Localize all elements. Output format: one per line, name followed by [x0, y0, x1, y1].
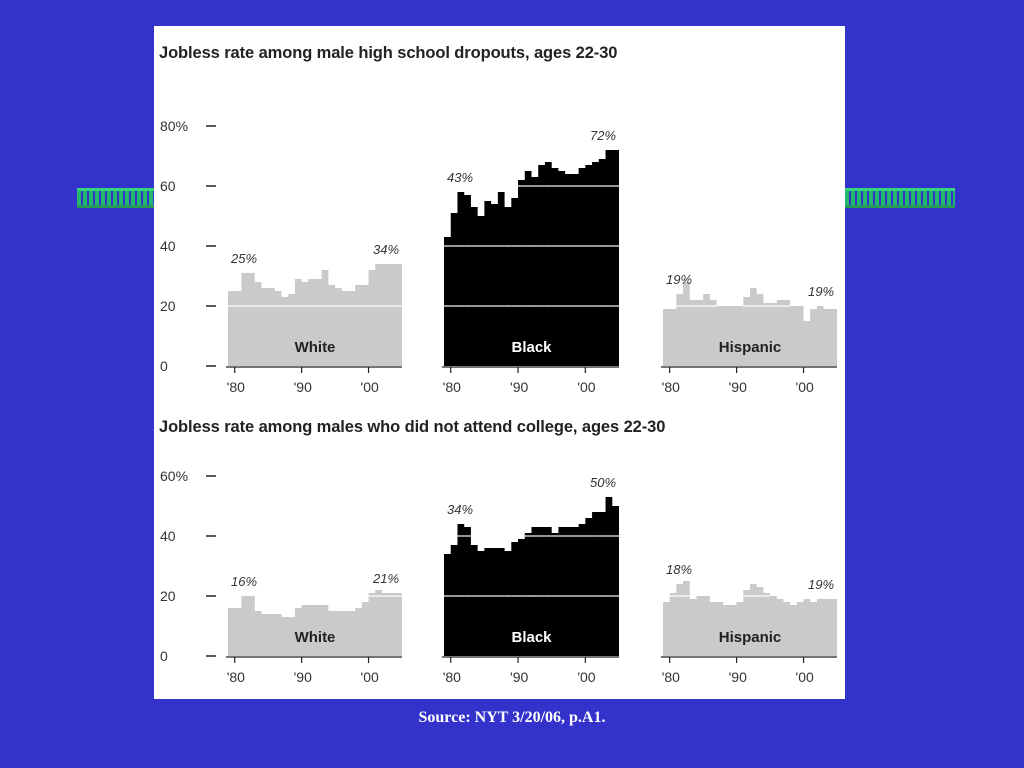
y-tick-label: 80%: [160, 118, 188, 134]
x-tick-label: '90: [729, 669, 747, 685]
y-tick-label: 60%: [160, 468, 188, 484]
annotation-last-value: 19%: [808, 284, 834, 299]
annotation-first-value: 18%: [666, 562, 692, 577]
y-tick-label: 0: [160, 648, 168, 664]
y-tick-label: 20: [160, 298, 176, 314]
x-tick-label: '80: [443, 379, 461, 395]
x-tick-label: '80: [227, 379, 245, 395]
annotation-first-value: 34%: [447, 502, 473, 517]
series-label-hispanic: Hispanic: [719, 629, 782, 646]
x-tick-label: '80: [227, 669, 245, 685]
area-black: [444, 497, 619, 656]
x-tick-label: '90: [510, 379, 528, 395]
x-tick-label: '00: [796, 669, 814, 685]
annotation-first-value: 43%: [447, 170, 473, 185]
area-white: [228, 590, 402, 656]
y-tick-label: 40: [160, 528, 176, 544]
x-tick-label: '00: [361, 669, 379, 685]
series-label-white: White: [295, 629, 336, 646]
chart-title-bottom: Jobless rate among males who did not att…: [159, 418, 666, 436]
area-hispanic: [663, 282, 837, 366]
x-tick-label: '80: [662, 669, 680, 685]
annotation-first-value: 16%: [231, 574, 257, 589]
decorative-stripe-right: [845, 188, 955, 208]
chart-top: 80% 60 40 20 0 '80 '90 '00 White 25% 34% '80 '90 '00 B…: [160, 118, 837, 395]
annotation-last-value: 72%: [590, 128, 616, 143]
x-tick-label: '90: [294, 379, 312, 395]
area-black: [444, 150, 619, 366]
area-white: [228, 264, 402, 366]
annotation-first-value: 25%: [230, 251, 257, 266]
chart-title-top: Jobless rate among male high school drop…: [159, 44, 618, 62]
annotation-first-value: 19%: [666, 272, 692, 287]
series-label-hispanic: Hispanic: [719, 339, 782, 356]
y-tick-label: 0: [160, 358, 168, 374]
area-hispanic: [663, 581, 837, 656]
annotation-last-value: 50%: [590, 475, 616, 490]
y-tick-label: 60: [160, 178, 176, 194]
annotation-last-value: 34%: [373, 242, 399, 257]
y-tick-label: 40: [160, 238, 176, 254]
decorative-stripe-left: [77, 188, 154, 208]
x-tick-label: '00: [577, 669, 595, 685]
source-caption: Source: NYT 3/20/06, p.A1.: [418, 709, 606, 726]
x-tick-label: '00: [361, 379, 379, 395]
series-label-black: Black: [511, 629, 552, 646]
x-tick-label: '00: [577, 379, 595, 395]
chart-bottom: 60% 40 20 0 '80 '90 '00 White 16% 21% '80 '90 '00 Bla…: [160, 468, 837, 685]
x-tick-label: '00: [796, 379, 814, 395]
figure-panel: Jobless rate among male high school drop…: [154, 26, 845, 699]
x-tick-label: '80: [443, 669, 461, 685]
x-tick-label: '90: [729, 379, 747, 395]
series-label-black: Black: [511, 339, 552, 356]
series-label-white: White: [295, 339, 336, 356]
x-tick-label: '90: [294, 669, 312, 685]
y-tick-label: 20: [160, 588, 176, 604]
annotation-last-value: 21%: [372, 571, 399, 586]
x-tick-label: '80: [662, 379, 680, 395]
annotation-last-value: 19%: [808, 577, 834, 592]
x-tick-label: '90: [510, 669, 528, 685]
